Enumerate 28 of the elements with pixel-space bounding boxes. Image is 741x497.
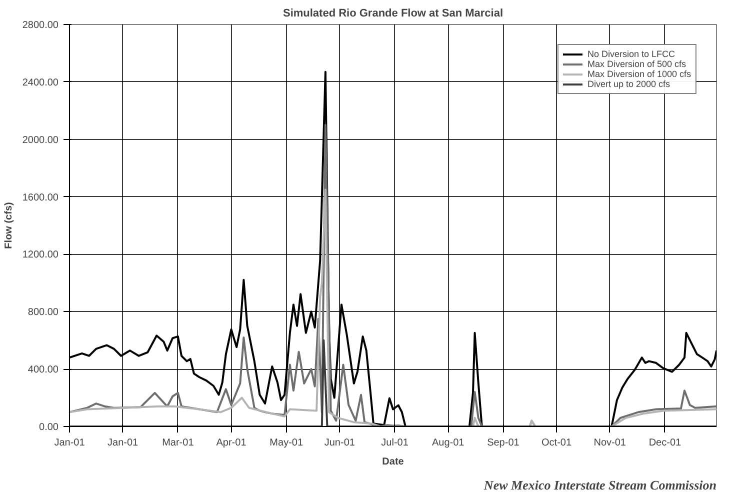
y-tick-label: 400.00: [28, 364, 59, 376]
x-tick-label: May-01: [270, 438, 304, 448]
y-tick-label: 1200.00: [22, 250, 59, 261]
y-tick-label: 800.00: [28, 307, 59, 318]
y-tick-label: 1600.00: [22, 192, 59, 204]
text: New Mexico Interstate Stream Commission: [482, 478, 717, 492]
chart-title: Simulated Rio Grande Flow at San Marcial: [282, 8, 504, 20]
x-axis-title: Date: [382, 456, 404, 468]
y-tick-label: 2000.00: [22, 134, 59, 146]
x-tick-label: Jan-01: [54, 438, 86, 448]
x-tick-label: Sep-01: [487, 438, 520, 448]
x-tick-label: Nov-01: [594, 438, 626, 448]
x-tick-label: Oct-01: [542, 438, 572, 448]
x-tick-label: Mar-01: [162, 438, 194, 448]
legend-label: Max Diversion of 500 cfs: [587, 59, 686, 69]
y-tick-label: 2400.00: [22, 77, 59, 88]
x-tick-label: Apr-01: [216, 438, 247, 448]
y-tick-label: 2800.00: [22, 20, 59, 31]
legend-label: Max Diversion of 1000 cfs: [587, 69, 691, 79]
x-tick-label: Dec-01: [648, 438, 682, 448]
legend-label: No Diversion to LFCC: [587, 49, 675, 59]
x-tick-label: Aug-01: [432, 438, 465, 448]
y-axis-title: Flow (cfs): [3, 202, 14, 249]
legend-label: Divert up to 2000 cfs: [587, 79, 670, 89]
x-tick-label: Jun-01: [324, 438, 356, 448]
y-tick-label: 0.00: [39, 422, 59, 433]
x-tick-label: Jul-01: [381, 438, 409, 448]
x-tick-label: Jan-01: [108, 438, 139, 448]
